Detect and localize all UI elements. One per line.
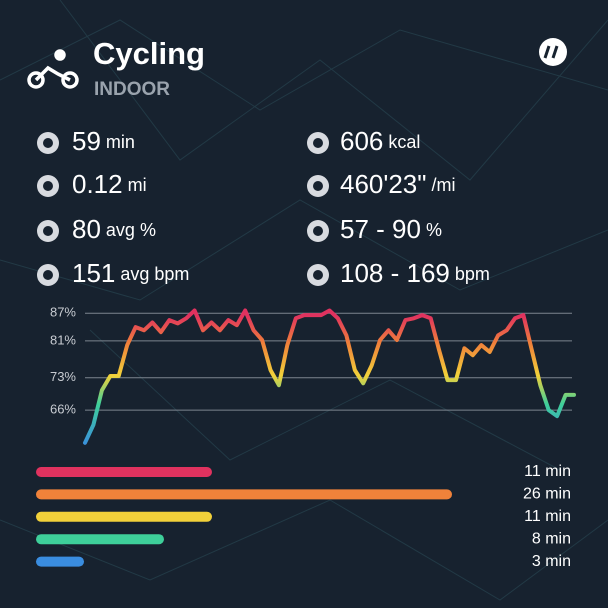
stat-value: 460'23" <box>340 169 427 199</box>
subtitle: INDOOR <box>94 79 170 100</box>
stat-value: 606 <box>340 126 383 156</box>
stat-icon-inner <box>313 270 323 280</box>
zone-bar <box>36 489 452 500</box>
stat-icon-inner <box>313 181 323 191</box>
y-tick-label: 87% <box>50 305 76 320</box>
stat-unit: kcal <box>388 132 420 152</box>
zone-label: 8 min <box>532 530 571 547</box>
stat-value: 80 <box>72 214 101 244</box>
stat: 108 - 169 bpm <box>340 258 490 288</box>
stat-value: 57 - 90 <box>340 214 421 244</box>
stat-value: 108 - 169 <box>340 258 450 288</box>
stat-icon-inner <box>43 138 53 148</box>
zone-label: 11 min <box>524 463 571 480</box>
stat-value: 0.12 <box>72 169 123 199</box>
stat-unit: /mi <box>432 175 456 195</box>
stat: 151 avg bpm <box>72 258 189 288</box>
stat-unit: mi <box>128 175 147 195</box>
stat: 460'23"/mi <box>340 169 456 199</box>
stat-unit: bpm <box>455 264 490 284</box>
zone-bar <box>36 467 212 477</box>
stat-value: 151 <box>72 258 115 288</box>
y-tick-label: 73% <box>50 369 76 384</box>
heart-rate-line <box>83 308 576 445</box>
zone-bar <box>36 556 84 567</box>
stat-icon-inner <box>313 138 323 148</box>
logo <box>539 38 567 66</box>
zone-bar <box>36 534 164 545</box>
stat: 606 kcal <box>340 126 420 156</box>
zone-bar <box>36 511 212 522</box>
stat-unit: % <box>426 220 442 240</box>
zone-label: 11 min <box>524 508 571 525</box>
title: Cycling <box>93 36 205 71</box>
stat-icon-inner <box>43 270 53 280</box>
stat: 0.12 mi <box>72 169 147 199</box>
stat: 59 min <box>72 126 135 156</box>
stat-icon-inner <box>313 226 323 236</box>
stat: 80 avg % <box>72 214 156 244</box>
cycling-icon <box>27 49 79 89</box>
y-tick-label: 81% <box>50 332 76 347</box>
stat-unit: min <box>106 132 135 152</box>
y-tick-label: 66% <box>50 402 76 417</box>
zone-label: 3 min <box>532 553 571 570</box>
stat: 57 - 90% <box>340 214 442 244</box>
stat-icon-inner <box>43 226 53 236</box>
stat-unit: avg % <box>106 220 156 240</box>
stat-unit: avg bpm <box>120 264 189 284</box>
stat-icon-inner <box>43 181 53 191</box>
stat-value: 59 <box>72 126 101 156</box>
zone-label: 26 min <box>523 486 571 503</box>
